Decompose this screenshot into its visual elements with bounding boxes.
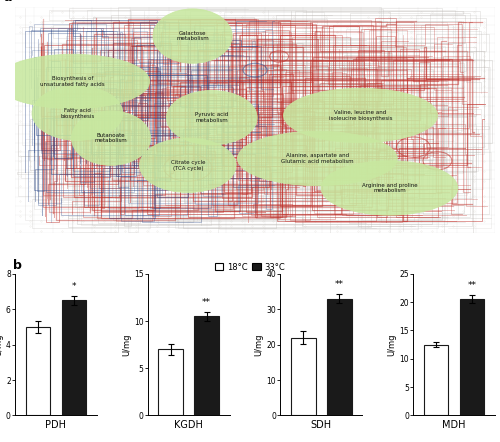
Bar: [424, 345, 448, 415]
Bar: [26, 327, 50, 415]
Y-axis label: U/mg: U/mg: [388, 333, 396, 356]
Ellipse shape: [321, 161, 458, 215]
Text: *: *: [72, 282, 76, 291]
Text: Fatty acid
biosynthesis: Fatty acid biosynthesis: [60, 108, 94, 118]
Ellipse shape: [72, 111, 150, 165]
Text: **: **: [335, 280, 344, 290]
X-axis label: SDH: SDH: [311, 419, 332, 430]
Text: Biosynthesis of
unsaturated fatty acids: Biosynthesis of unsaturated fatty acids: [40, 76, 105, 87]
X-axis label: PDH: PDH: [46, 419, 66, 430]
Ellipse shape: [166, 91, 257, 145]
Y-axis label: U/mg: U/mg: [254, 333, 264, 356]
Text: Valine, leucine and
isoleucine biosynthesis: Valine, leucine and isoleucine biosynthe…: [329, 110, 392, 121]
Text: b: b: [12, 259, 22, 271]
Ellipse shape: [32, 86, 123, 141]
Ellipse shape: [284, 88, 438, 143]
Text: a: a: [3, 0, 12, 4]
Text: Pyruvic acid
metabolism: Pyruvic acid metabolism: [195, 112, 228, 123]
Ellipse shape: [238, 131, 398, 186]
Ellipse shape: [0, 54, 150, 109]
Y-axis label: U/mg: U/mg: [0, 333, 3, 356]
X-axis label: KGDH: KGDH: [174, 419, 203, 430]
Y-axis label: U/mg: U/mg: [122, 333, 131, 356]
Text: Galactose
metabolism: Galactose metabolism: [176, 30, 209, 42]
Bar: [291, 338, 316, 415]
Legend: 18°C, 33°C: 18°C, 33°C: [215, 263, 285, 272]
Bar: [158, 349, 183, 415]
Ellipse shape: [153, 9, 232, 63]
Bar: [460, 299, 484, 415]
Bar: [327, 299, 351, 415]
Text: **: **: [202, 298, 211, 307]
Text: Arginine and proline
metabolism: Arginine and proline metabolism: [362, 183, 417, 193]
Text: Citrate cycle
(TCA cycle): Citrate cycle (TCA cycle): [170, 160, 205, 171]
Text: Alanine, aspartate and
Glutamic acid metabolism: Alanine, aspartate and Glutamic acid met…: [281, 153, 353, 164]
Text: **: **: [468, 282, 476, 290]
Bar: [62, 301, 86, 415]
X-axis label: MDH: MDH: [442, 419, 466, 430]
Ellipse shape: [140, 138, 236, 193]
Text: Butanoate
metabolism: Butanoate metabolism: [94, 133, 128, 144]
Bar: [194, 316, 219, 415]
